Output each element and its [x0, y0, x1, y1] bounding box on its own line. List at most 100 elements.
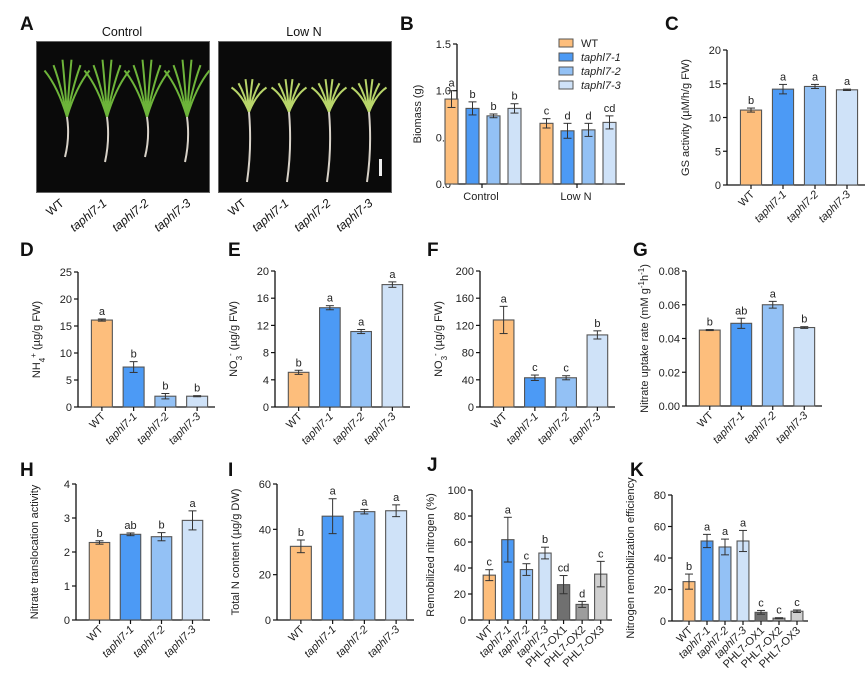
bar — [482, 574, 496, 621]
legend-label: taphl7-3 — [581, 80, 622, 92]
significance-letter: a — [770, 288, 777, 300]
bar — [88, 541, 111, 621]
significance-letter: cd — [558, 563, 570, 575]
y-tick-label: 15 — [60, 321, 72, 333]
y-tick-label: 80 — [654, 490, 666, 502]
y-tick-label: 60 — [454, 537, 466, 549]
y-tick-label: 2 — [64, 547, 70, 559]
x-tick-label: taphl7-1 — [103, 411, 140, 448]
bar — [555, 377, 577, 408]
y-tick-label: 1 — [64, 581, 70, 593]
bar — [718, 546, 732, 622]
bar — [353, 511, 376, 621]
bar — [122, 366, 145, 408]
y-tick-label: 40 — [654, 553, 666, 565]
x-group-label: Control — [463, 191, 498, 203]
bar — [486, 115, 501, 185]
y-tick-label: 100 — [448, 485, 466, 497]
plant-seedling — [350, 78, 388, 183]
legend-label: taphl7-2 — [581, 66, 621, 78]
x-tick-label: taphl7-1 — [299, 411, 336, 448]
root — [184, 116, 190, 163]
x-tick-label: taphl7-3 — [774, 409, 811, 446]
x-tick-label: taphl7-3 — [167, 410, 204, 447]
plant-seedling — [230, 78, 268, 183]
root — [326, 111, 332, 183]
significance-letter: b — [194, 383, 200, 395]
significance-letter: ab — [124, 520, 136, 532]
y-tick-label: 0 — [265, 615, 271, 627]
chart-remobilized-n: 020406080100cacbcddcWTtaphl7-1taphl7-2ta… — [425, 485, 612, 670]
chart-no3-f: 0 40 80 120 160 200 a c c b WTtaphl7-1taphl7-2taph… — [431, 266, 615, 447]
panel-letter-e: E — [228, 240, 241, 261]
chart-nh4: 0 5 10 15 20 25 a b b b WTtaphl7-1taphl7-2taphl7-3… — [29, 267, 215, 448]
bar — [581, 129, 596, 185]
y-tick-label: 10 — [709, 113, 721, 125]
y-tick-label: 60 — [654, 522, 666, 534]
plant-seedling — [163, 59, 211, 163]
y-tick-label: 20 — [259, 570, 271, 582]
bar — [736, 540, 750, 622]
photo-genotype-label: taphl7-2 — [290, 196, 333, 235]
panel-letter-b: B — [400, 14, 414, 35]
x-group-label: Low N — [560, 191, 591, 203]
significance-letter: a — [505, 504, 512, 516]
plant-seedling — [310, 78, 348, 183]
y-tick-label: 15 — [709, 79, 721, 91]
significance-letter: a — [780, 71, 787, 83]
significance-letter: a — [722, 526, 729, 538]
y-tick-label: 0 — [715, 180, 721, 192]
y-tick-label: 25 — [60, 267, 72, 279]
significance-letter: a — [99, 306, 106, 318]
root — [246, 111, 252, 183]
significance-letter: a — [740, 517, 747, 529]
y-tick-label: 80 — [454, 511, 466, 523]
x-tick-label: taphl7-3 — [567, 410, 604, 447]
bar — [119, 533, 142, 621]
bar — [381, 284, 404, 408]
y-tick-label: 4 — [263, 375, 269, 387]
x-tick-label: taphl7-3 — [366, 623, 403, 660]
legend-swatch — [558, 66, 574, 76]
photo-genotype-label: WT — [225, 196, 249, 219]
bar — [538, 552, 552, 621]
significance-letter: a — [812, 71, 819, 83]
x-tick-label: WT — [85, 623, 106, 644]
x-tick-label: taphl7-2 — [742, 410, 779, 447]
bar — [803, 85, 827, 186]
plant-seedling — [43, 59, 91, 158]
significance-letter: a — [361, 496, 368, 508]
root — [64, 116, 70, 158]
y-axis-label: Nitrogen remobilization efficiency — [625, 477, 637, 639]
significance-letter: a — [358, 316, 365, 328]
photo-genotype-label: taphl7-1 — [248, 196, 291, 235]
x-tick-label: taphl7-3 — [362, 410, 399, 447]
legend-swatch — [558, 38, 574, 48]
significance-letter: a — [189, 498, 196, 510]
y-tick-label: 20 — [60, 294, 72, 306]
x-tick-label: WT — [284, 410, 305, 431]
x-tick-label: taphl7-1 — [302, 624, 339, 661]
y-tick-label: 8 — [263, 348, 269, 360]
leaf — [288, 86, 308, 113]
bar — [739, 109, 763, 186]
photo-title-low-n: Low N — [286, 25, 322, 39]
significance-letter: b — [686, 561, 692, 573]
significance-letter: b — [707, 317, 713, 329]
y-tick-label: 0.00 — [659, 401, 680, 413]
leaf — [248, 86, 268, 113]
significance-letter: d — [585, 110, 591, 122]
bar — [730, 322, 753, 407]
bar — [586, 334, 609, 408]
x-tick-label: taphl7-2 — [331, 411, 368, 448]
y-axis-label: Biomass (g) — [412, 85, 424, 144]
bar — [150, 536, 173, 621]
root — [104, 116, 110, 163]
bar — [287, 371, 310, 408]
y-tick-label: 1.0 — [436, 86, 451, 98]
y-tick-label: 40 — [454, 563, 466, 575]
bar — [181, 519, 204, 621]
